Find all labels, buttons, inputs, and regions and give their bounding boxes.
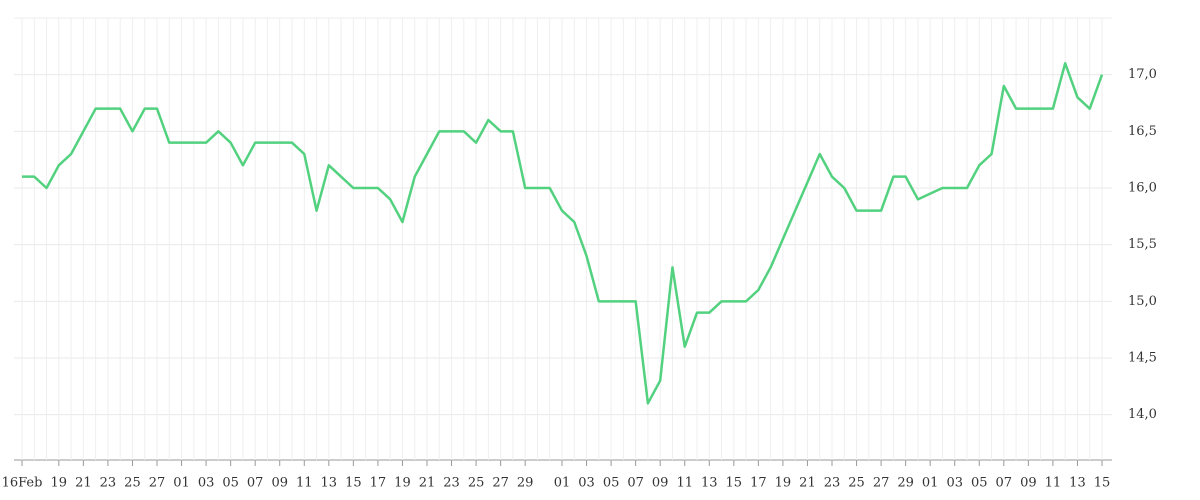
x-tick-label: 07 xyxy=(627,476,644,491)
x-tick-label: 05 xyxy=(971,476,988,491)
y-tick-label: 14,5 xyxy=(1128,351,1157,366)
y-tick-label: 15,0 xyxy=(1128,294,1157,309)
y-tick-label: 14,0 xyxy=(1128,407,1157,422)
x-tick-label: 05 xyxy=(603,476,620,491)
x-tick-label: 11 xyxy=(676,476,693,491)
x-tick-label: 09 xyxy=(1020,476,1037,491)
x-tick-label: 19 xyxy=(775,476,792,491)
x-tick-label: 23 xyxy=(824,476,841,491)
x-tick-label: 13 xyxy=(701,476,718,491)
y-tick-label: 16,5 xyxy=(1128,124,1157,139)
x-tick-label: 07 xyxy=(247,476,264,491)
x-tick-label: 19 xyxy=(394,476,411,491)
x-tick-label: 13 xyxy=(1069,476,1086,491)
y-tick-label: 17,0 xyxy=(1128,67,1157,82)
x-tick-label: 23 xyxy=(443,476,460,491)
x-tick-label: 19 xyxy=(51,476,68,491)
x-tick-label: 11 xyxy=(296,476,313,491)
x-tick-label: 03 xyxy=(946,476,963,491)
x-tick-label: 11 xyxy=(1045,476,1062,491)
x-tick-label: 25 xyxy=(124,476,141,491)
x-tick-label: 25 xyxy=(468,476,485,491)
x-tick-label: 21 xyxy=(799,476,816,491)
x-tick-label: 21 xyxy=(419,476,436,491)
x-tick-label: 09 xyxy=(652,476,669,491)
x-tick-label: 01 xyxy=(554,476,571,491)
y-tick-label: 15,5 xyxy=(1128,237,1157,252)
x-tick-label: 27 xyxy=(149,476,166,491)
x-tick-label: 27 xyxy=(492,476,509,491)
x-tick-label: 21 xyxy=(75,476,92,491)
x-tick-label: 29 xyxy=(897,476,914,491)
x-tick-label: 17 xyxy=(370,476,387,491)
x-tick-label: 01 xyxy=(173,476,190,491)
x-tick-label: 03 xyxy=(578,476,595,491)
x-tick-label: 13 xyxy=(321,476,338,491)
x-tick-label: 15 xyxy=(1094,476,1111,491)
x-tick-label: 15 xyxy=(726,476,743,491)
x-tick-label: 07 xyxy=(996,476,1013,491)
x-tick-label: 27 xyxy=(873,476,890,491)
x-tick-label: 16Feb xyxy=(2,476,43,491)
x-tick-label: 15 xyxy=(345,476,362,491)
x-tick-label: 03 xyxy=(198,476,215,491)
x-tick-label: 29 xyxy=(517,476,534,491)
x-tick-label: 17 xyxy=(750,476,767,491)
x-tick-label: 23 xyxy=(100,476,117,491)
line xyxy=(22,62,1104,405)
y-tick-label: 16,0 xyxy=(1128,181,1157,196)
x-tick-label: 09 xyxy=(271,476,288,491)
x-tick-label: 25 xyxy=(848,476,865,491)
x-tick-label: 05 xyxy=(222,476,239,491)
x-tick-label: 01 xyxy=(922,476,939,491)
